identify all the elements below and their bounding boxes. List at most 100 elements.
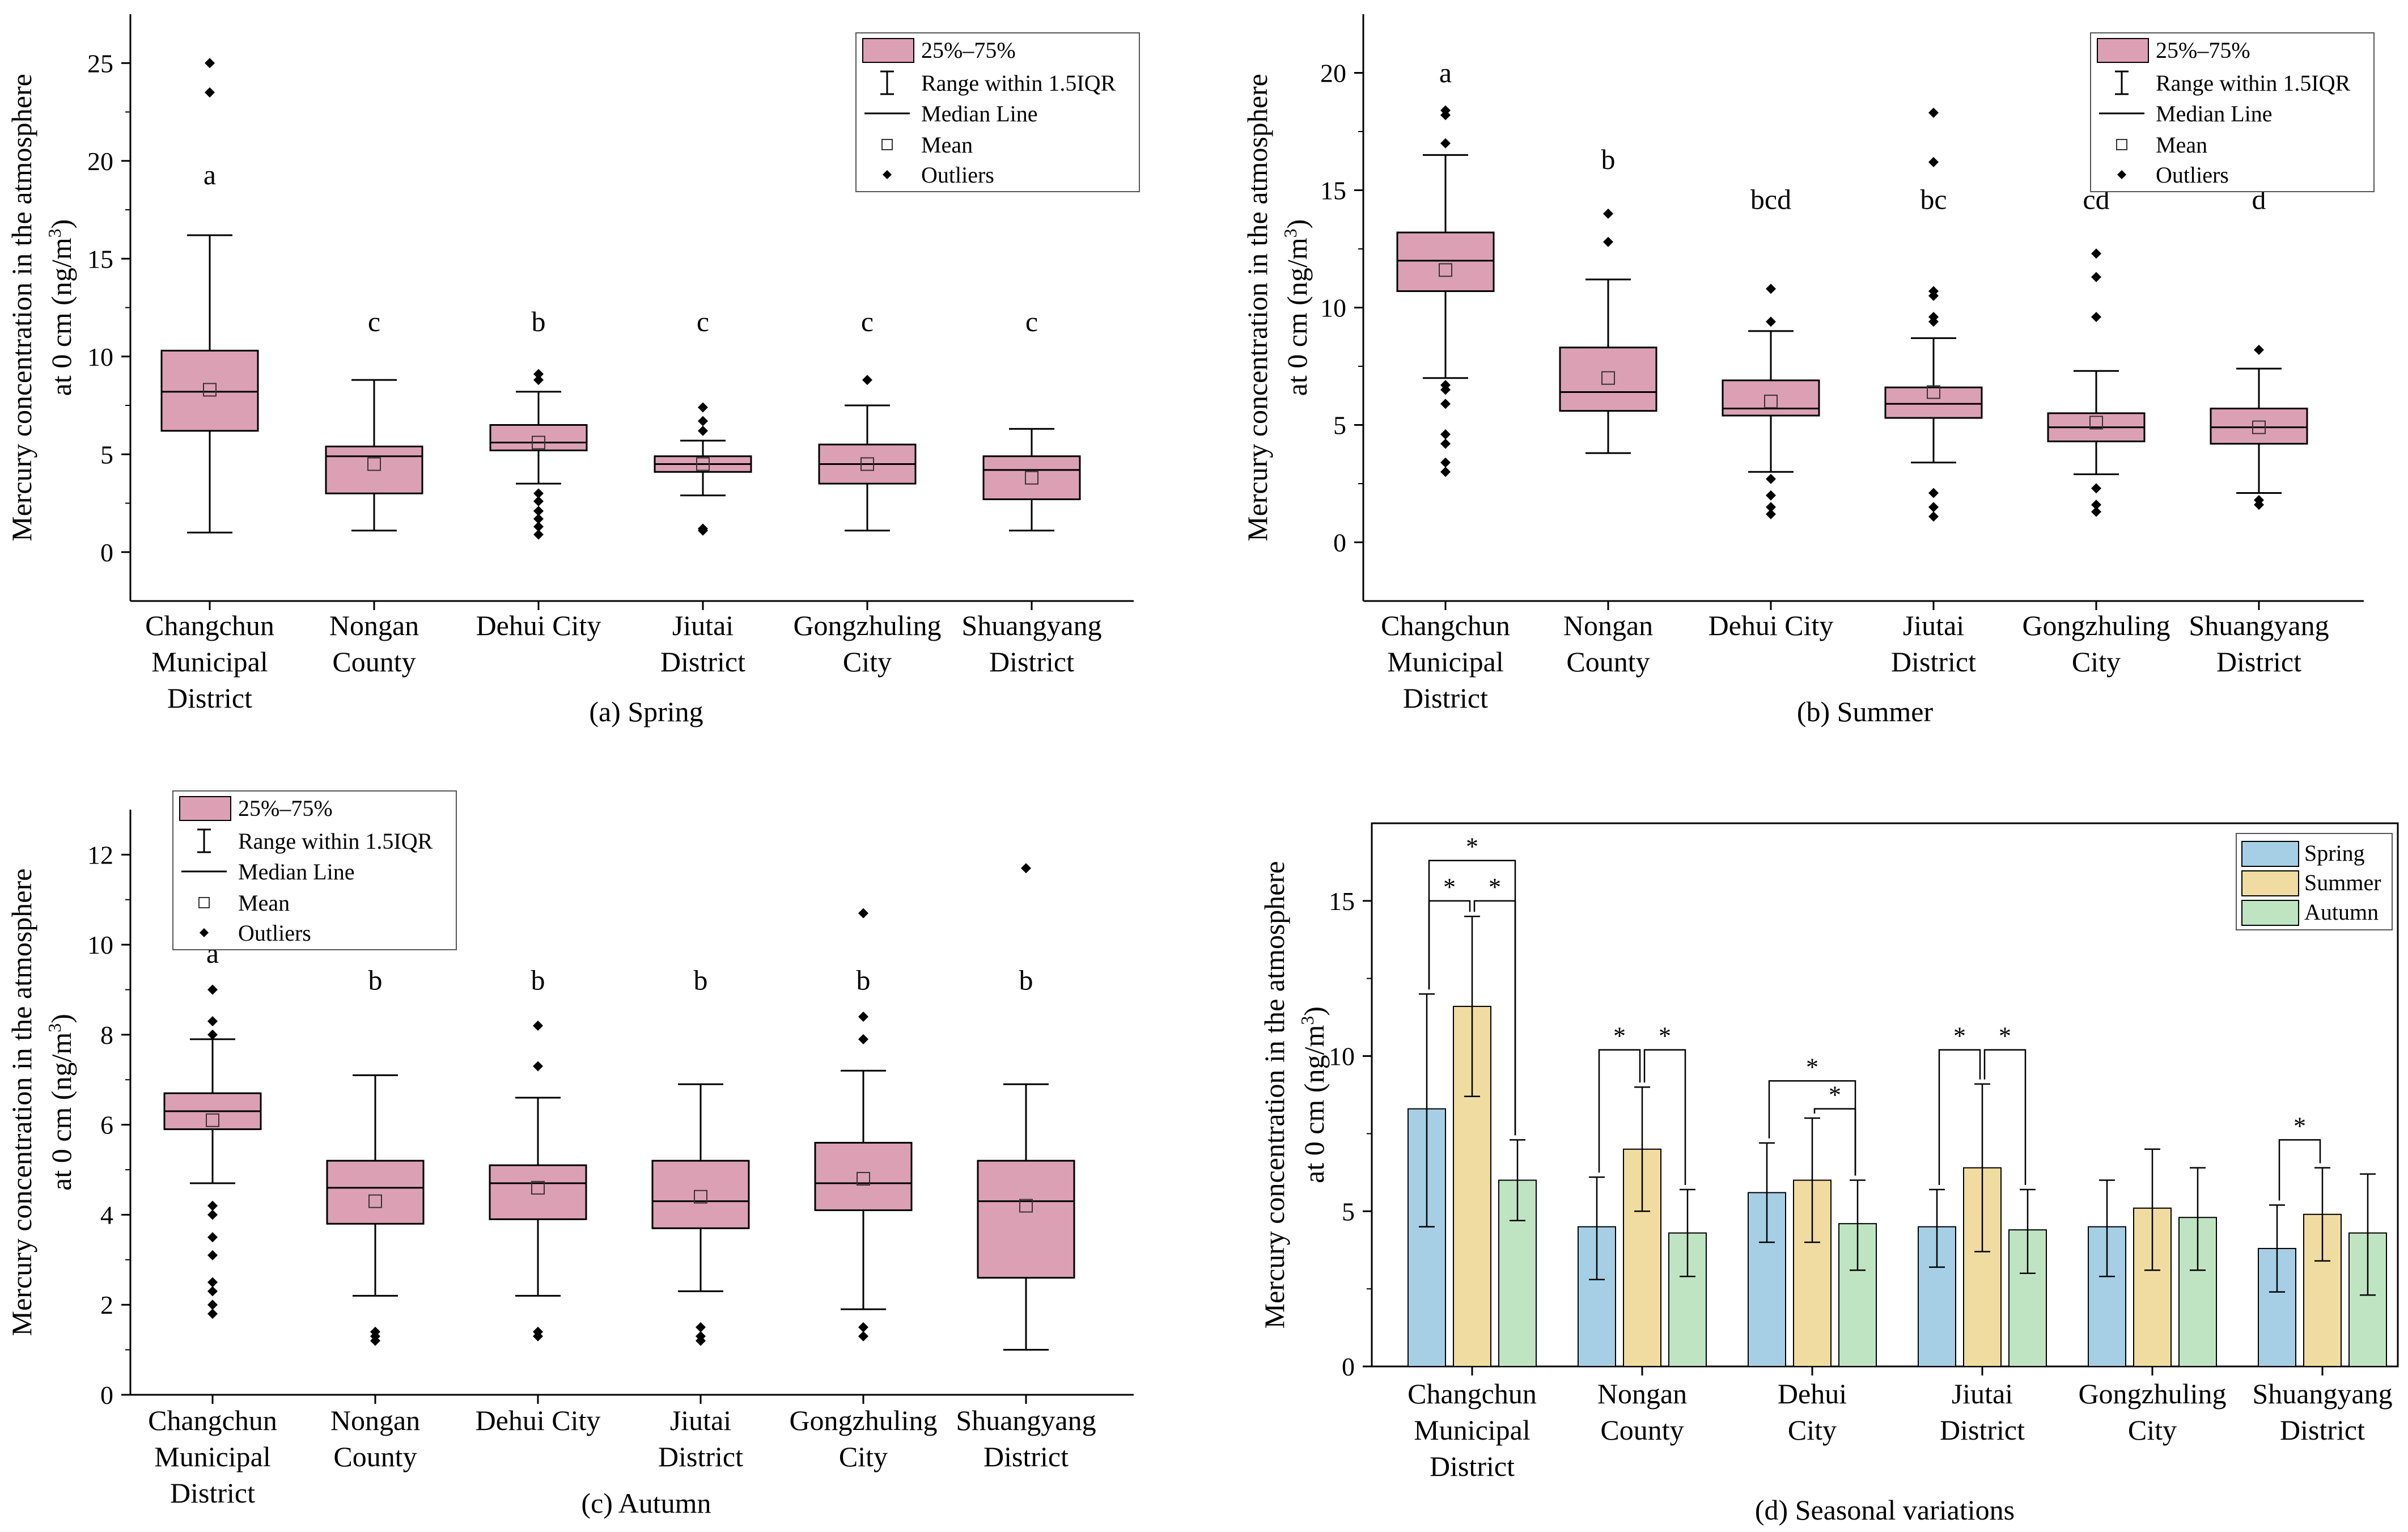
outlier-point xyxy=(2091,248,2101,259)
outlier-point xyxy=(533,1061,543,1072)
legend: 25%–75% Range within 1.5IQR Median Line Mea… xyxy=(855,32,1140,192)
outlier-point xyxy=(698,425,708,436)
x-category-label: District xyxy=(660,646,745,678)
y-axis-label-superscript: 3 xyxy=(44,1023,65,1032)
outlier-point xyxy=(207,1300,218,1310)
x-category-label: District xyxy=(170,1477,255,1509)
outlier-point xyxy=(533,521,544,532)
y-tick-label: 8 xyxy=(100,1021,113,1049)
legend-swatch-autumn xyxy=(2241,900,2299,926)
significance-star: * xyxy=(1999,1022,2011,1050)
x-category-label: District xyxy=(2280,1414,2365,1446)
significance-letter: b xyxy=(694,964,708,996)
panel-caption: (a) Spring xyxy=(589,696,703,727)
significance-star: * xyxy=(1443,873,1456,901)
outlier-point xyxy=(1021,863,1031,874)
y-tick-label: 5 xyxy=(100,440,113,469)
outlier-point xyxy=(205,87,215,98)
x-category-label: Dehui xyxy=(1778,1378,1847,1410)
x-category-label: Jiutai xyxy=(1903,610,1964,641)
box-group: c xyxy=(982,306,1081,532)
x-category-label: Municipal xyxy=(154,1441,271,1472)
x-category-label: Shuangyang xyxy=(2189,610,2329,641)
outlier-point xyxy=(1766,509,1776,519)
significance-star: * xyxy=(1806,1053,1818,1081)
x-category-label: District xyxy=(658,1441,743,1472)
box-group: b xyxy=(977,863,1075,1351)
y-tick-label: 20 xyxy=(1320,59,1346,88)
y-tick-label: 6 xyxy=(100,1111,113,1140)
y-tick-label: 0 xyxy=(100,538,113,567)
iqr-box xyxy=(326,1159,425,1225)
legend-mean-symbol xyxy=(2116,139,2127,150)
significance-bracket xyxy=(1428,900,1471,990)
x-category-label: District xyxy=(1940,1414,2025,1446)
y-tick-label: 12 xyxy=(87,840,113,869)
x-category-label: City xyxy=(2128,1414,2177,1446)
outlier-point xyxy=(1928,107,1939,118)
y-axis-label-superscript: 3 xyxy=(1297,1016,1317,1025)
outlier-point xyxy=(1440,138,1451,149)
y-axis-label-line1: Mercury concentration in the atmosphere xyxy=(6,74,37,541)
iqr-box xyxy=(1396,231,1495,293)
outlier-point xyxy=(2091,506,2101,517)
legend-label-spring: Spring xyxy=(2304,840,2365,866)
panel-3: 0 5 10 15 Changchun Municipal District Nongan Co… xyxy=(1258,822,2399,1526)
x-category-label: Nongan xyxy=(1563,610,1653,641)
outlier-point xyxy=(533,506,544,517)
significance-letter: b xyxy=(531,964,545,996)
outlier-point xyxy=(207,1029,218,1040)
x-category-label: District xyxy=(2216,646,2301,678)
y-axis-label-superscript: 3 xyxy=(1280,228,1300,238)
outlier-point xyxy=(533,488,544,499)
panel-1: 0 5 10 15 20 Changchun Municipal District Nongan… xyxy=(1241,14,2375,727)
outlier-point xyxy=(2091,500,2101,510)
legend-mean-label: Mean xyxy=(921,132,973,158)
mean-marker xyxy=(1019,1199,1033,1213)
legend-iqr-label: 25%–75% xyxy=(2156,37,2250,63)
y-tick-label: 15 xyxy=(1320,176,1346,205)
y-axis-label-prefix: at 0 cm (ng/m xyxy=(1298,1025,1330,1183)
x-category-label: Shuangyang xyxy=(956,1404,1096,1436)
outlier-point xyxy=(858,1331,868,1341)
outlier-point xyxy=(1766,490,1776,501)
legend-range-label: Range within 1.5IQR xyxy=(921,70,1116,96)
legend: 25%–75% Range within 1.5IQR Median Line Mea… xyxy=(172,790,457,950)
outlier-point xyxy=(207,1232,218,1243)
legend-outliers-label: Outliers xyxy=(2156,162,2229,188)
x-category-label: County xyxy=(1566,646,1650,678)
iqr-box xyxy=(982,455,1081,501)
legend-iqr-swatch xyxy=(862,38,914,63)
box-group: a xyxy=(160,58,259,534)
legend: 25%–75% Range within 1.5IQR Median Line Mea… xyxy=(2090,32,2375,192)
mean-marker xyxy=(857,1171,870,1186)
significance-letter: c xyxy=(697,306,709,337)
outlier-point xyxy=(207,1209,218,1220)
box-group: a xyxy=(1396,57,1495,477)
outlier-point xyxy=(696,1322,706,1332)
x-category-label: Municipal xyxy=(151,646,268,678)
legend-range-label: Range within 1.5IQR xyxy=(2156,70,2351,96)
mean-marker xyxy=(1764,395,1778,409)
y-axis-label-prefix: at 0 cm (ng/m xyxy=(1281,238,1313,396)
panel-caption: (c) Autumn xyxy=(581,1487,711,1519)
mean-marker xyxy=(531,1180,545,1195)
box-group: bc xyxy=(1884,107,1983,522)
box-group: a xyxy=(163,937,262,1319)
iqr-box xyxy=(489,1164,587,1220)
x-category-label: Gongzhuling xyxy=(2022,610,2170,641)
legend-iqr-label: 25%–75% xyxy=(921,37,1016,63)
y-axis-label-line1: Mercury concentration in the atmosphere xyxy=(1258,861,1290,1329)
outlier-point xyxy=(2254,345,2264,356)
significance-letter: c xyxy=(368,306,380,337)
iqr-box xyxy=(977,1159,1075,1279)
significance-bracket xyxy=(1598,1049,1641,1173)
panel-2: 0 2 4 6 8 10 12 Changchun Municipal District Nonga… xyxy=(6,790,1134,1519)
outlier-point xyxy=(862,375,872,386)
outlier-point xyxy=(207,1309,218,1319)
mean-marker xyxy=(696,457,710,471)
outlier-point xyxy=(207,984,218,995)
y-axis-label-prefix: at 0 cm (ng/m xyxy=(45,1032,77,1191)
x-category-label: District xyxy=(1891,646,1976,678)
